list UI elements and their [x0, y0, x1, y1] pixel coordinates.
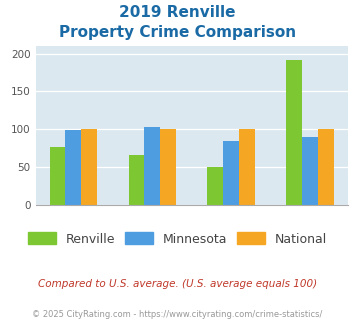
Bar: [144, 127, 160, 205]
Bar: [302, 137, 318, 205]
Bar: [239, 129, 255, 205]
Text: © 2025 CityRating.com - https://www.cityrating.com/crime-statistics/: © 2025 CityRating.com - https://www.city…: [32, 310, 323, 319]
Text: 2019 Renville: 2019 Renville: [119, 5, 236, 20]
Text: Compared to U.S. average. (U.S. average equals 100): Compared to U.S. average. (U.S. average …: [38, 279, 317, 289]
Bar: [223, 141, 239, 205]
Bar: [207, 167, 223, 205]
Bar: [65, 130, 81, 205]
Bar: [50, 147, 65, 205]
Bar: [160, 129, 176, 205]
Bar: [318, 129, 334, 205]
Text: Property Crime Comparison: Property Crime Comparison: [59, 25, 296, 40]
Bar: [286, 60, 302, 205]
Bar: [129, 155, 144, 205]
Legend: Renville, Minnesota, National: Renville, Minnesota, National: [23, 227, 332, 250]
Bar: [81, 129, 97, 205]
